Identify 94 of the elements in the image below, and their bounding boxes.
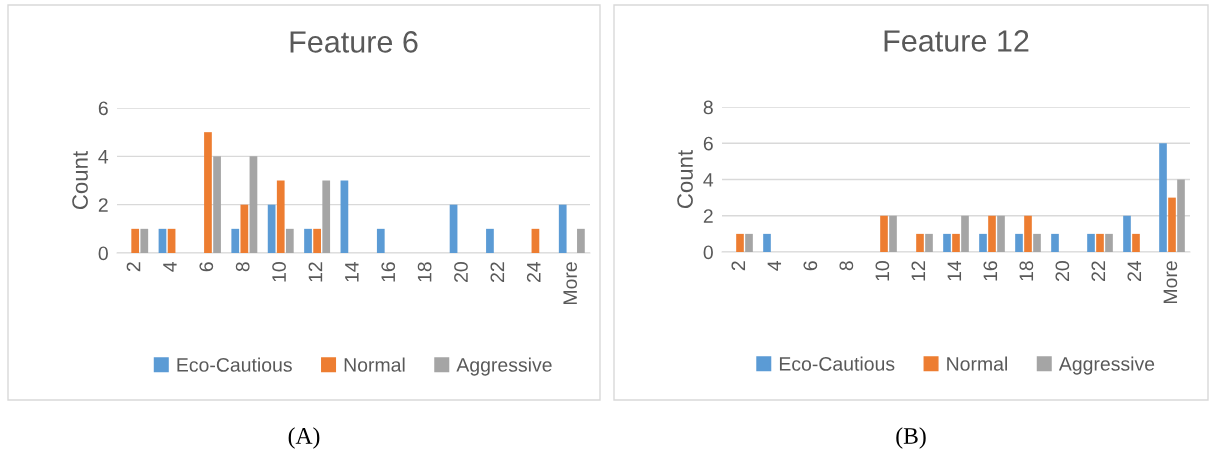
bar: [486, 228, 494, 253]
y-tick-label: 2: [703, 209, 713, 223]
bar: [376, 228, 385, 253]
x-tick-label: 4: [163, 261, 177, 272]
x-tick-label: 14: [947, 260, 962, 281]
bar: [167, 228, 176, 253]
y-tick-label: 8: [703, 100, 713, 115]
bar: [889, 215, 897, 252]
bar: [763, 233, 771, 252]
bar: [943, 233, 951, 252]
bar: [1132, 233, 1140, 252]
x-tick-label: 16: [381, 262, 396, 282]
x-tick-label: 10: [272, 262, 286, 282]
x-tick-label: 24: [1127, 260, 1142, 281]
x-tick-label: More: [1163, 261, 1178, 304]
x-tick-label: 10: [875, 261, 890, 281]
bar: [249, 156, 258, 253]
legend-label: Aggressive: [1058, 356, 1155, 375]
bar: [1123, 215, 1131, 252]
legend-label: Aggressive: [456, 357, 552, 376]
bar: [952, 233, 960, 252]
x-tick-label: 12: [911, 261, 926, 281]
x-tick-label: 16: [983, 261, 998, 281]
bar: [577, 228, 585, 253]
bar: [267, 204, 276, 253]
bar: [276, 180, 285, 253]
bar: [1177, 179, 1185, 252]
y-tick-label: 6: [703, 136, 713, 151]
x-tick-label: 12: [308, 262, 323, 282]
bar: [1087, 233, 1095, 252]
legend-label: Eco-Cautious: [779, 356, 895, 371]
bar: [131, 228, 140, 253]
y-tick-label: 2: [98, 198, 108, 212]
y-tick-label: 4: [98, 150, 109, 164]
bar: [285, 228, 294, 253]
bar: [1096, 233, 1104, 252]
y-tick-label: 4: [703, 173, 714, 187]
bar: [916, 233, 924, 252]
bar: [240, 204, 249, 253]
x-tick-label: 18: [417, 262, 432, 282]
x-tick-label: 24: [526, 261, 541, 282]
y-axis-title: Count: [677, 150, 693, 209]
bar: [1033, 233, 1041, 252]
bar: [340, 180, 349, 253]
bar: [1105, 233, 1113, 252]
chart-title: Feature 12: [884, 30, 1029, 52]
bar: [1159, 143, 1167, 252]
bar: [140, 228, 149, 253]
bar: [231, 228, 240, 253]
bar: [1024, 215, 1032, 252]
bar: [925, 233, 933, 252]
x-tick-label: 14: [345, 261, 359, 282]
bar: [558, 204, 567, 253]
x-tick-label: 18: [1019, 261, 1034, 281]
x-tick-label: 8: [839, 261, 854, 271]
x-tick-label: 4: [767, 260, 782, 271]
x-tick-label: 6: [803, 261, 818, 271]
x-tick-label: 8: [235, 262, 250, 272]
bar: [313, 228, 321, 253]
x-tick-label: 20: [454, 262, 468, 282]
chart-title: Feature 6: [290, 31, 418, 53]
bar: [449, 204, 458, 253]
x-tick-label: 22: [1091, 261, 1106, 281]
x-tick-label: 2: [126, 262, 141, 272]
x-tick-label: 2: [731, 261, 746, 271]
bar: [213, 156, 221, 253]
y-tick-label: 6: [98, 101, 108, 116]
bar: [322, 180, 331, 253]
bar: [1168, 197, 1176, 252]
y-tick-label: 0: [98, 246, 108, 261]
bar: [961, 215, 969, 252]
text: (A): [288, 427, 320, 449]
bar: [158, 228, 167, 253]
bar: [880, 215, 888, 252]
legend-label: Normal: [344, 357, 405, 372]
x-tick-label: 22: [490, 262, 505, 282]
bar: [1015, 233, 1023, 252]
y-axis-title: Count: [72, 151, 88, 210]
bar: [531, 228, 540, 253]
x-tick-label: 20: [1055, 261, 1070, 281]
x-tick-label: 6: [199, 262, 214, 272]
bar: [745, 233, 753, 252]
x-tick-label: More: [563, 262, 578, 305]
bar: [304, 228, 312, 253]
text: (B): [896, 427, 926, 449]
bar: [997, 215, 1005, 252]
bar: [204, 132, 212, 253]
legend-label: Eco-Cautious: [177, 357, 292, 372]
bar: [988, 215, 996, 252]
bar: [979, 233, 987, 252]
y-tick-label: 0: [703, 245, 713, 260]
bar: [736, 233, 744, 252]
legend-label: Normal: [947, 356, 1007, 371]
bar: [1051, 233, 1059, 252]
